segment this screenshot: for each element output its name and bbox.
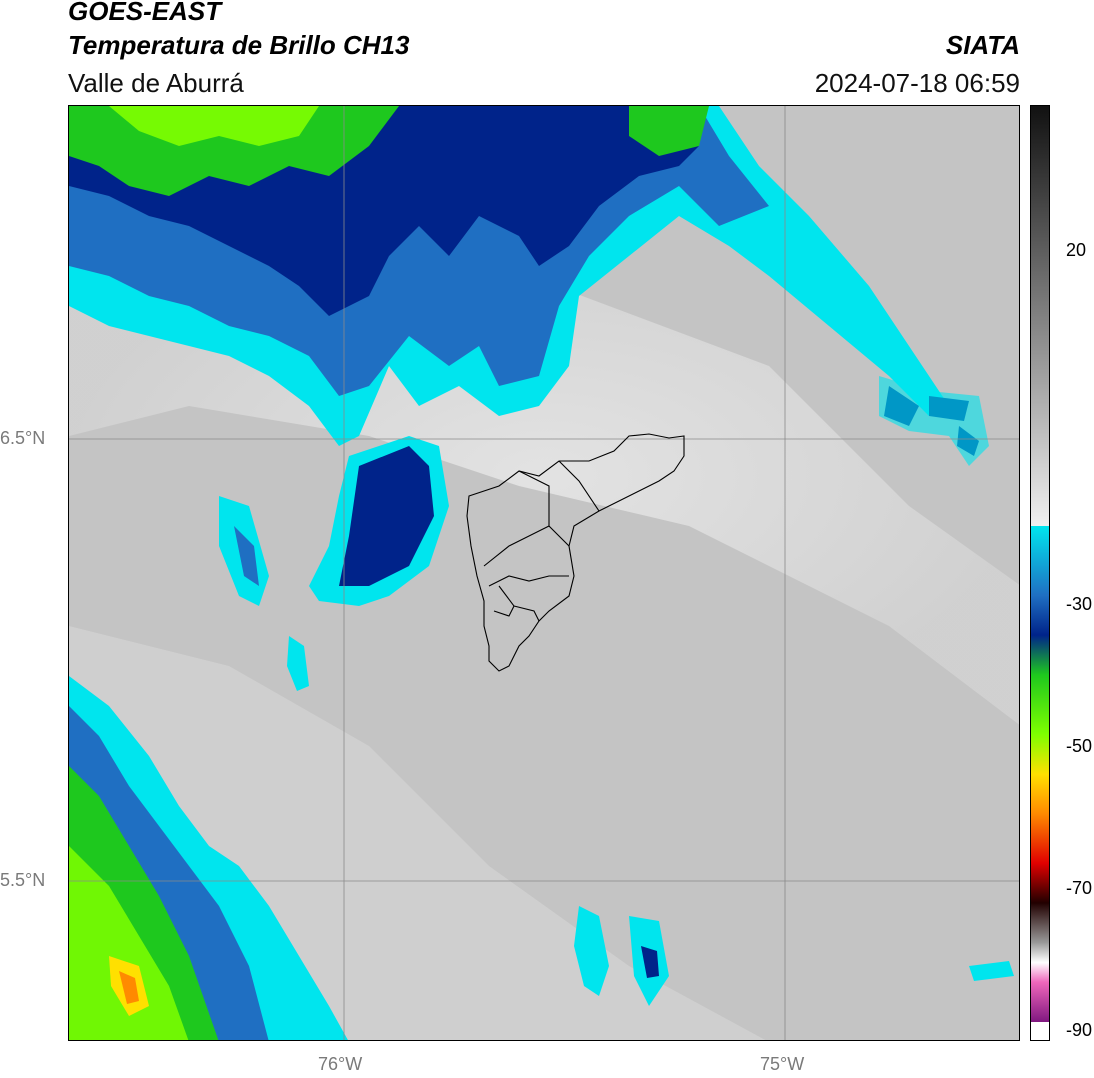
cloud-lime-north [109, 106, 319, 146]
colorbar-label-20: 20 [1066, 240, 1087, 260]
colorbar-label-minus50: -50 [1066, 736, 1093, 756]
cloud-green-ne [629, 106, 709, 156]
boundary-inner-5 [493, 585, 515, 617]
colorbar-white-end [1031, 1022, 1049, 1040]
boundary-inner-3 [483, 525, 550, 567]
colorbar-label-minus70: -70 [1066, 878, 1093, 898]
colorbar-label-minus90: -90 [1066, 1020, 1093, 1040]
colorbar-gray-segment [1031, 106, 1049, 526]
cell-cyan-south-3 [969, 961, 1014, 981]
colorbar-label-minus30: -30 [1066, 594, 1093, 614]
brightness-temperature-map [68, 105, 1020, 1041]
municipal-boundaries [466, 433, 685, 672]
colorbar [1030, 105, 1050, 1041]
region-label: Valle de Aburrá [68, 68, 244, 98]
cell-cyan-small-2 [287, 636, 309, 691]
cell-navy-south-2 [641, 946, 659, 978]
cell-blue-small-1 [234, 526, 259, 586]
cloud-orange-sw [119, 971, 139, 1004]
timestamp-label: 2024-07-18 06:59 [814, 68, 1020, 98]
product-title: Temperatura de Brillo CH13 [68, 30, 410, 60]
satellite-title: GOES-EAST [68, 0, 222, 26]
lon-label-76: 76°W [318, 1054, 363, 1074]
lat-label-5-5: 5.5°N [0, 870, 46, 890]
boundary-inner-1 [518, 470, 570, 547]
cloud-streak-east-cyan [879, 376, 989, 466]
cell-navy-west [339, 446, 434, 586]
boundary-outline [466, 433, 685, 672]
cloud-lime-sw [69, 846, 189, 1040]
cell-cyan-south-1 [574, 906, 609, 996]
boundary-inner-6 [513, 605, 540, 622]
boundary-inner-4 [488, 575, 569, 587]
lat-label-6-5: 6.5°N [0, 428, 46, 448]
colorbar-color-segment [1031, 526, 1049, 1022]
boundary-inner-2 [558, 460, 600, 512]
lon-label-75: 75°W [760, 1054, 805, 1074]
organization-label: SIATA [945, 30, 1020, 60]
